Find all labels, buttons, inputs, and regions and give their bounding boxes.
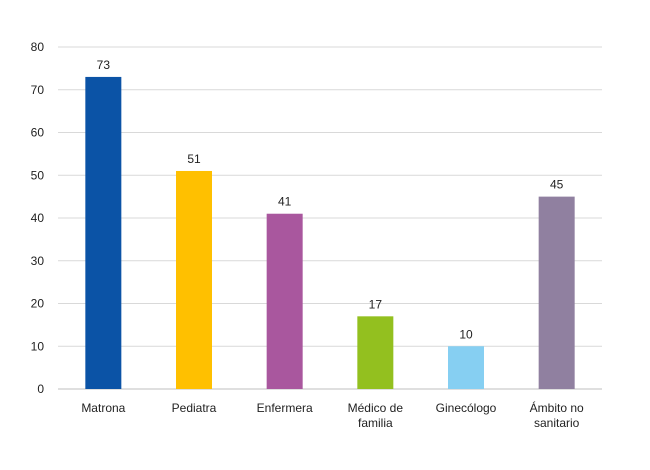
x-axis-ticks: Matrona Pediatra Enfermera Médico defamilia… xyxy=(81,400,584,430)
y-tick-label: 0 xyxy=(37,382,44,396)
x-tick-label: Enfermera xyxy=(257,401,313,415)
x-tick-label: Matrona xyxy=(81,401,125,415)
bar xyxy=(357,316,394,389)
y-tick-label: 20 xyxy=(31,297,45,311)
y-tick-label: 10 xyxy=(31,339,45,353)
data-label: 10 xyxy=(459,327,473,341)
x-tick-label: Pediatra xyxy=(172,401,217,415)
x-tick-label: Ginecólogo xyxy=(436,401,497,415)
data-label: 73 xyxy=(97,58,111,72)
x-tick-label: familia xyxy=(358,416,393,430)
x-tick-label: Ámbito no xyxy=(530,400,584,415)
gridlines xyxy=(58,46,602,390)
bar xyxy=(538,196,575,389)
data-label: 51 xyxy=(187,152,201,166)
y-tick-label: 40 xyxy=(31,211,45,225)
data-label: 41 xyxy=(278,195,292,209)
bars xyxy=(85,76,575,390)
data-label: 45 xyxy=(550,178,564,192)
data-labels: 73 51 41 17 10 45 xyxy=(97,58,564,341)
y-tick-label: 30 xyxy=(31,254,45,268)
bar xyxy=(85,76,122,390)
x-tick-label: Médico de xyxy=(348,401,404,415)
bar xyxy=(266,213,303,389)
y-tick-label: 60 xyxy=(31,126,45,140)
y-tick-label: 50 xyxy=(31,168,45,182)
data-label: 17 xyxy=(369,297,383,311)
y-axis-ticks: 0 10 20 30 40 50 60 70 80 xyxy=(31,40,45,396)
y-tick-label: 70 xyxy=(31,83,45,97)
x-tick-label: sanitario xyxy=(534,416,580,430)
bar xyxy=(176,170,212,389)
bar xyxy=(448,346,484,389)
y-tick-label: 80 xyxy=(31,40,45,54)
